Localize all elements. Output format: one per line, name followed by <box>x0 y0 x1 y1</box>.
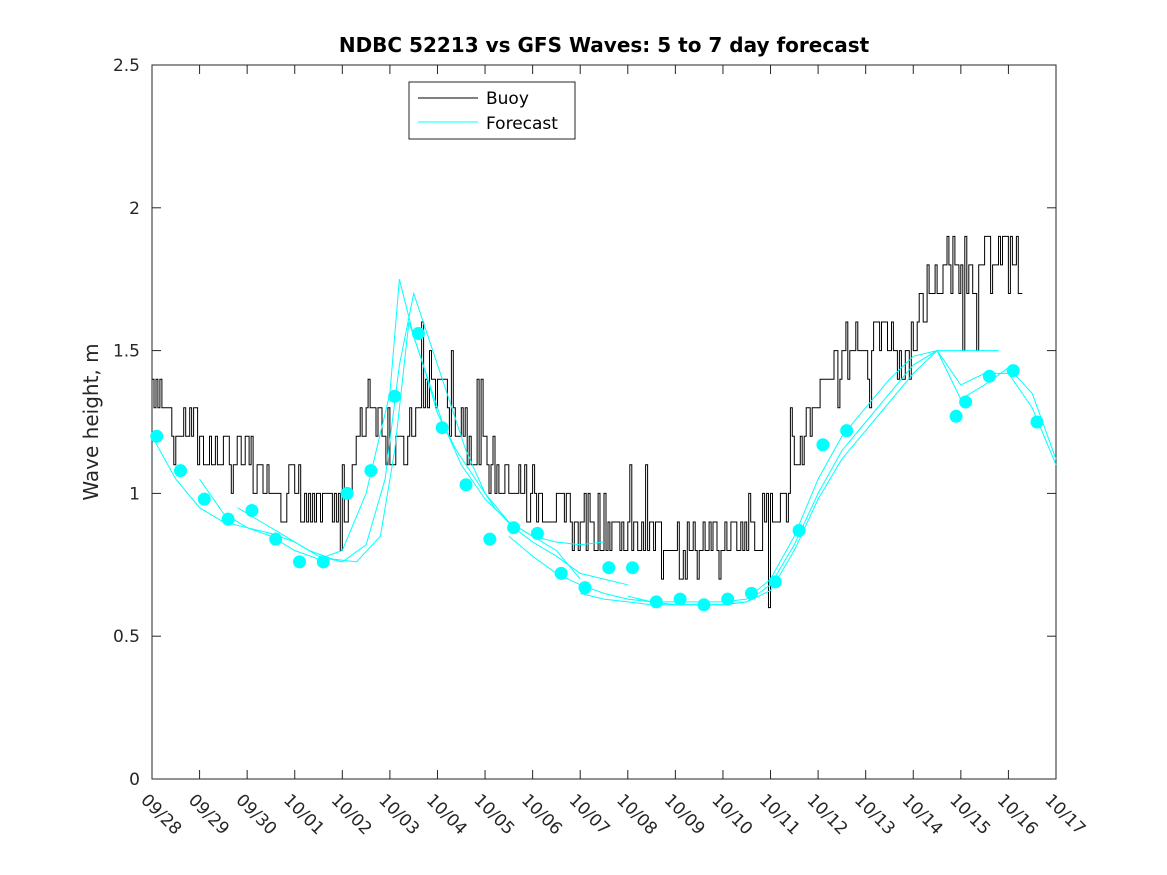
buoy-series-line <box>152 235 1023 609</box>
forecast-marker <box>197 492 211 506</box>
forecast-marker <box>554 566 568 580</box>
legend-box <box>408 81 576 140</box>
forecast-marker <box>626 561 639 575</box>
forecast-marker <box>459 478 473 492</box>
y-tick-label: 0 <box>129 770 140 790</box>
forecast-marker <box>364 464 378 478</box>
forecast-marker <box>959 395 973 409</box>
forecast-marker <box>1006 364 1020 378</box>
plot-frame <box>151 64 1057 780</box>
forecast-marker <box>840 424 854 438</box>
forecast-series-line-3 <box>237 321 628 586</box>
forecast-marker <box>221 512 235 526</box>
plot-content <box>150 235 1057 612</box>
forecast-marker <box>721 592 735 606</box>
y-tick-label: 2.5 <box>113 56 140 76</box>
forecast-marker <box>388 389 402 403</box>
forecast-marker <box>697 598 711 612</box>
forecast-marker <box>745 586 758 600</box>
forecast-marker <box>483 532 497 546</box>
forecast-marker <box>982 369 996 383</box>
legend: Buoy Forecast <box>408 81 576 140</box>
forecast-marker <box>949 409 963 423</box>
legend-buoy-label: Buoy <box>486 89 529 109</box>
forecast-marker <box>340 486 354 500</box>
forecast-marker <box>245 504 259 517</box>
forecast-marker <box>792 524 806 537</box>
chart-title: NDBC 52213 vs GFS Waves: 5 to 7 day fore… <box>339 33 870 57</box>
forecast-marker <box>174 464 187 478</box>
forecast-marker <box>435 421 449 435</box>
forecast-marker-group <box>150 327 1044 612</box>
y-axis-label: Wave height, m <box>79 343 103 500</box>
forecast-marker <box>411 327 425 340</box>
forecast-marker <box>150 429 164 443</box>
forecast-marker <box>649 595 663 609</box>
forecast-marker <box>316 555 330 569</box>
forecast-marker <box>816 438 830 452</box>
y-axis-ticks: 0 0.5 1 1.5 2 2.5 <box>113 56 1056 790</box>
forecast-marker <box>293 555 306 569</box>
forecast-marker <box>673 592 687 606</box>
legend-forecast-label: Forecast <box>486 114 558 134</box>
forecast-series-line-4 <box>508 350 999 603</box>
y-tick-label: 1.5 <box>113 342 140 362</box>
forecast-marker <box>768 575 782 589</box>
forecast-marker <box>269 532 283 546</box>
y-tick-label: 0.5 <box>113 627 140 647</box>
y-tick-label: 2 <box>129 199 140 219</box>
forecast-marker <box>578 581 592 595</box>
y-tick-label: 1 <box>129 484 140 504</box>
forecast-marker <box>507 521 521 535</box>
forecast-marker <box>1030 415 1044 429</box>
forecast-marker <box>602 561 616 575</box>
forecast-marker <box>530 526 544 540</box>
